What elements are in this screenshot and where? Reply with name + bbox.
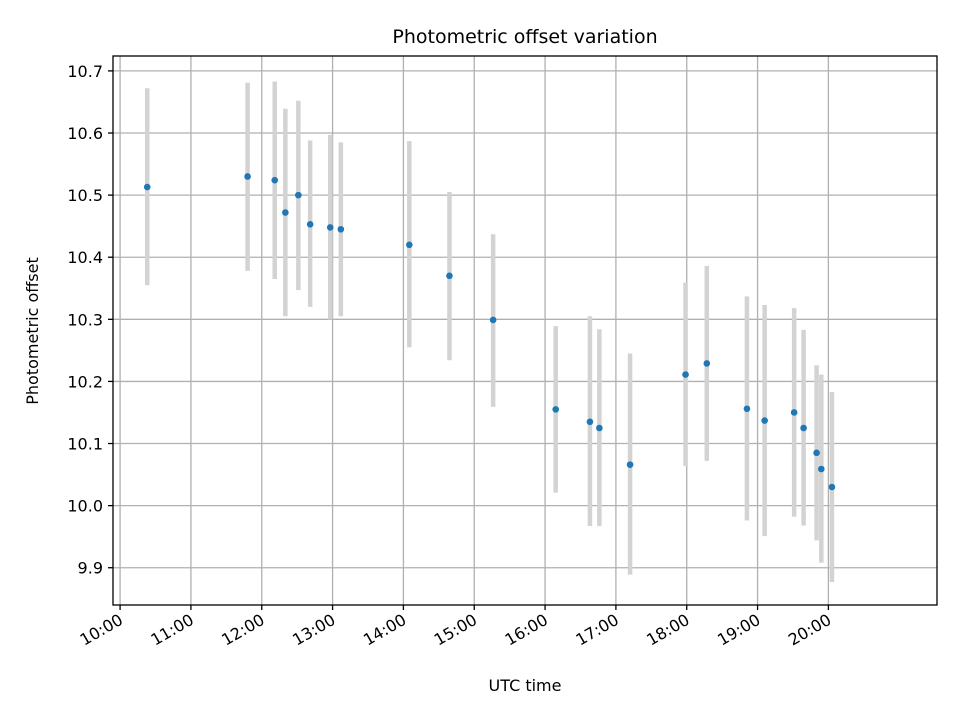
data-point <box>489 316 497 324</box>
y-tick-label: 10.4 <box>67 248 103 267</box>
y-tick-label: 10.5 <box>67 186 103 205</box>
data-point <box>596 424 603 432</box>
data-point <box>271 176 279 184</box>
chart-title: Photometric offset variation <box>392 26 657 48</box>
data-point <box>813 449 820 457</box>
y-tick-label: 9.9 <box>78 559 103 578</box>
data-point <box>790 409 798 416</box>
data-point <box>306 221 314 228</box>
data-point <box>446 272 453 280</box>
data-point <box>586 418 594 426</box>
data-point <box>326 224 334 231</box>
data-point <box>626 461 634 468</box>
data-point <box>552 406 559 413</box>
data-point <box>800 424 807 432</box>
data-markers <box>143 173 836 491</box>
data-point <box>761 417 768 424</box>
y-tick-label: 10.0 <box>67 497 103 516</box>
data-point <box>828 483 836 491</box>
y-tick-label: 10.2 <box>67 372 103 391</box>
y-axis-ticks: 9.9 10.0 10.1 10.2 10.3 10.4 10.5 10.6 10.7 <box>67 62 113 578</box>
data-point <box>818 465 825 473</box>
data-point <box>282 209 289 216</box>
data-point <box>337 225 345 233</box>
x-axis-title: UTC time <box>489 676 562 695</box>
y-tick-label: 10.3 <box>67 310 103 329</box>
data-point <box>406 241 413 249</box>
y-axis-title: Photometric offset <box>23 257 42 405</box>
data-point <box>743 405 751 413</box>
y-tick-label: 10.7 <box>67 62 103 81</box>
y-tick-label: 10.6 <box>67 124 103 143</box>
plot-frame <box>112 55 938 606</box>
data-point <box>143 183 151 191</box>
grid-lines <box>113 56 937 605</box>
data-point <box>295 191 302 199</box>
data-point <box>244 173 251 180</box>
y-tick-label: 10.1 <box>67 435 103 454</box>
data-point <box>703 360 711 367</box>
data-point <box>682 371 689 378</box>
